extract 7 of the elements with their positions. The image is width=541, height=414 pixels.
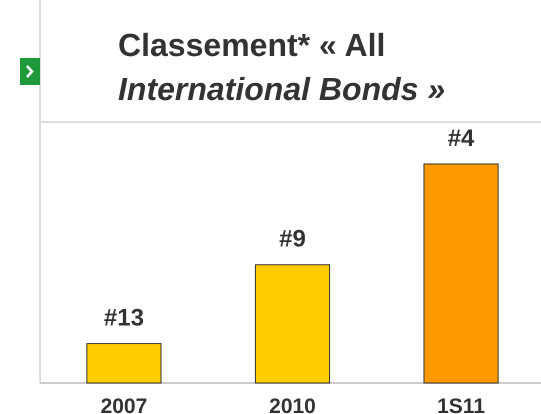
x-tick-label: 2010 — [269, 395, 316, 414]
x-tick-label: 2007 — [100, 395, 148, 414]
annotation: #4 — [448, 125, 476, 152]
annotation: #13 — [104, 304, 144, 332]
annotation: #9 — [279, 226, 306, 253]
x-tick-label: 1S11 — [437, 395, 486, 414]
chart-title: Classement* « All International Bonds » — [118, 27, 446, 107]
